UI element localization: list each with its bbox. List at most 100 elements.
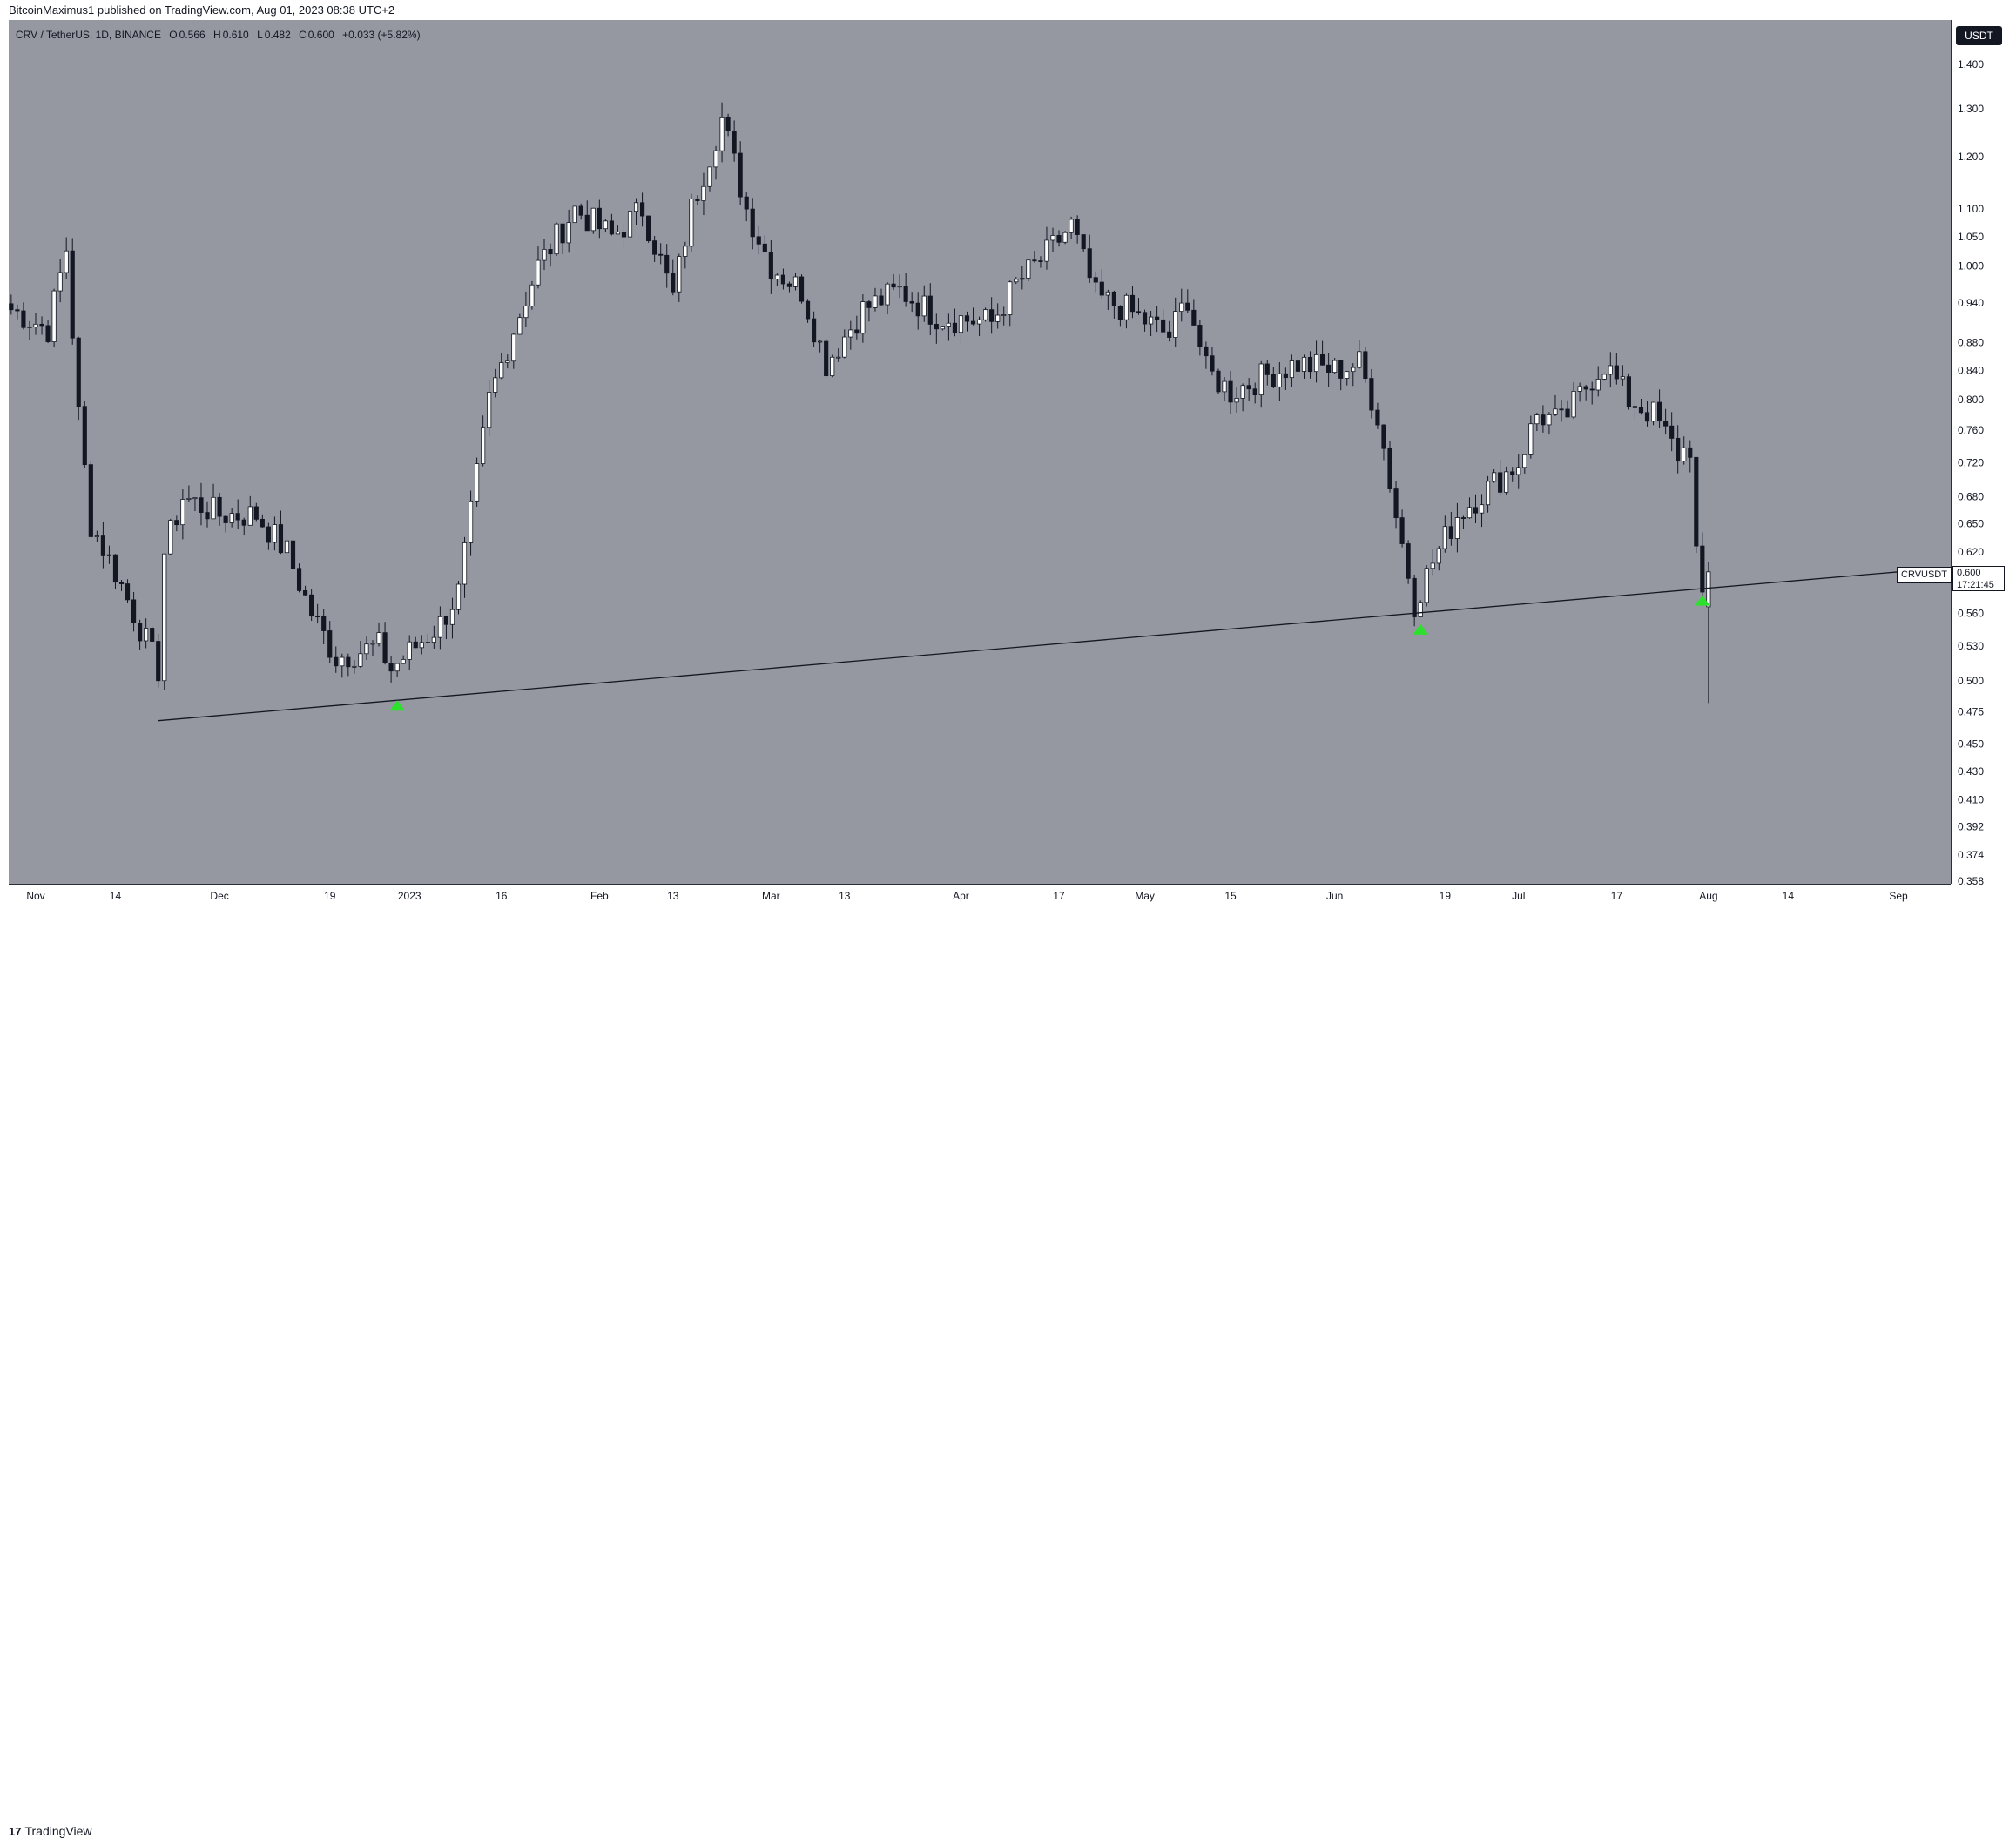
x-tick-label: 17	[1053, 890, 1065, 902]
candle-body	[1258, 363, 1264, 396]
candle-body	[443, 616, 449, 625]
candle-body	[1044, 239, 1049, 262]
candle-body	[560, 223, 565, 244]
x-tick-label: Sep	[1889, 890, 1908, 902]
candle-body	[253, 506, 259, 520]
candle-body	[940, 326, 945, 330]
candle-body	[150, 628, 155, 642]
candle-body	[272, 524, 277, 543]
candle-body	[1345, 371, 1350, 379]
tradingview-logo[interactable]: 17 TradingView	[9, 1824, 92, 1838]
candle-body	[854, 329, 860, 334]
candle-body	[830, 356, 835, 376]
legend-change: +0.033 (+5.82%)	[342, 29, 421, 41]
tradingview-logo-icon: 17	[9, 1825, 22, 1838]
x-tick-label: 14	[110, 890, 122, 902]
candle-body	[125, 583, 131, 601]
candle-body	[762, 243, 767, 252]
candle-body	[615, 232, 621, 235]
y-tick-label: 0.800	[1958, 394, 1984, 406]
y-tick-label: 1.000	[1958, 259, 1984, 272]
candle-body	[1087, 248, 1092, 279]
candle-body	[1313, 354, 1319, 373]
candle-body	[689, 199, 694, 247]
candle-body	[1234, 398, 1239, 403]
chart-plot-area[interactable]	[9, 20, 1951, 884]
y-tick-label: 1.050	[1958, 231, 1984, 243]
candle-body	[296, 568, 302, 591]
candle-body	[431, 636, 436, 643]
candle-body	[290, 540, 296, 569]
candle-body	[100, 535, 105, 556]
support-trendline	[158, 571, 1899, 722]
candle-body	[144, 628, 149, 642]
candle-body	[364, 643, 369, 655]
candle-body	[946, 322, 951, 327]
candle-body	[15, 309, 20, 312]
candle-body	[989, 309, 995, 322]
candle-body	[1369, 378, 1374, 411]
candle-body	[1149, 316, 1154, 325]
candle-body	[970, 320, 976, 325]
candle-body	[836, 356, 841, 359]
candle-body	[1216, 370, 1221, 393]
publisher-text: BitcoinMaximus1 published on TradingView…	[9, 3, 395, 17]
candle-body	[1167, 331, 1172, 338]
candle-body	[1301, 356, 1307, 372]
candle-body	[1424, 568, 1429, 603]
candle-body	[180, 499, 185, 526]
candle-body	[1381, 424, 1386, 449]
candle-body	[266, 526, 271, 543]
candle-body	[88, 464, 93, 537]
candle-body	[842, 336, 847, 358]
candle-body	[413, 641, 418, 649]
candle-body	[1320, 354, 1325, 366]
candle-body	[64, 250, 69, 273]
candle-body	[229, 513, 234, 523]
candle-body	[1123, 294, 1129, 320]
candle-body	[1657, 401, 1662, 422]
candle-body	[744, 196, 749, 210]
currency-button[interactable]: USDT	[1956, 26, 2002, 45]
candle-body	[505, 360, 510, 363]
candle-body	[1638, 407, 1644, 414]
trendline-layer	[158, 571, 1899, 722]
candle-body	[118, 582, 125, 584]
candle-body	[1155, 316, 1160, 320]
candle-body	[462, 542, 468, 585]
candle-body	[1093, 277, 1098, 283]
candle-body	[1204, 346, 1209, 357]
candle-body	[554, 223, 559, 255]
x-tick-label: 17	[1611, 890, 1623, 902]
candle-body	[1210, 355, 1215, 372]
x-tick-label: 13	[839, 890, 851, 902]
candle-body	[1694, 456, 1699, 547]
candle-body	[1295, 360, 1301, 372]
candle-body	[57, 272, 63, 292]
candle-body	[1669, 425, 1675, 439]
candle-body	[517, 317, 523, 335]
candle-body	[278, 524, 284, 554]
candle-body	[156, 641, 161, 682]
candle-body	[1393, 488, 1399, 519]
candle-body	[976, 319, 982, 325]
y-tick-label: 1.100	[1958, 203, 1984, 215]
candle-body	[1252, 388, 1257, 396]
candle-body	[1197, 325, 1203, 347]
candle-body	[1682, 447, 1687, 462]
candle-body	[952, 322, 958, 333]
time-axis[interactable]	[9, 884, 1951, 908]
green-triangle-marker	[1413, 623, 1429, 635]
x-tick-label: 19	[324, 890, 336, 902]
candle-body	[340, 656, 345, 667]
candle-body	[915, 302, 920, 317]
candle-body	[346, 656, 351, 668]
last-price: 0.600	[1957, 568, 1981, 578]
candle-body	[590, 207, 596, 232]
candle-body	[468, 500, 474, 543]
candle-body	[792, 276, 799, 287]
price-axis[interactable]	[1951, 20, 2016, 884]
x-tick-label: Jul	[1512, 890, 1525, 902]
y-tick-label: 0.650	[1958, 518, 1984, 530]
candle-body	[1142, 312, 1148, 325]
